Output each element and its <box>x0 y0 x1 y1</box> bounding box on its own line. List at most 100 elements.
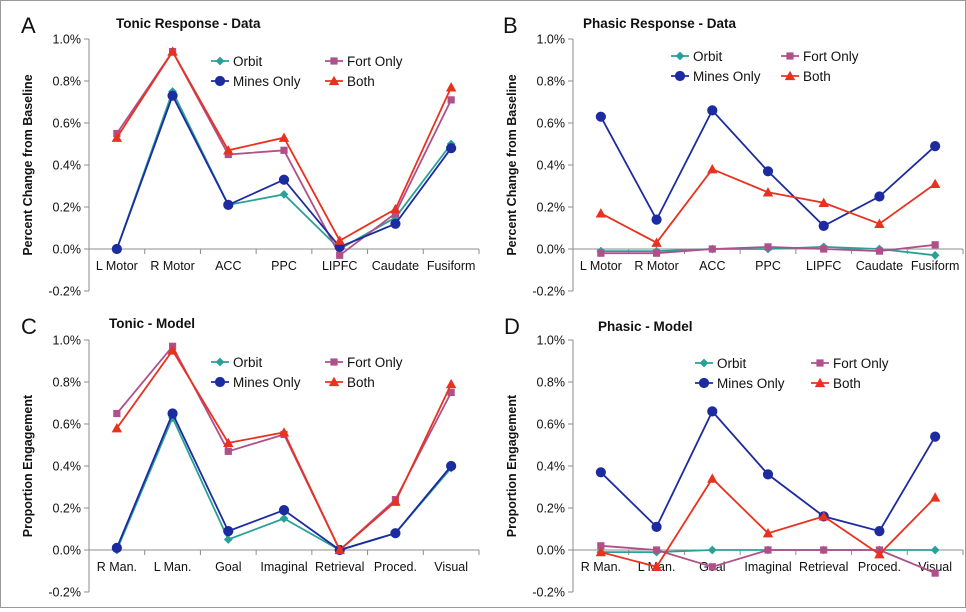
x-tick-label-acc: ACC <box>215 259 241 273</box>
data-point-both <box>278 132 290 142</box>
data-point-fort-only <box>224 150 232 159</box>
legend-swatch-marker <box>674 70 686 82</box>
data-point-mines-only <box>595 111 606 122</box>
series-orbit <box>112 87 456 254</box>
legend-entry-fort-only: Fort Only <box>325 355 403 370</box>
data-point-both <box>818 511 829 521</box>
legend-label: Mines Only <box>717 376 785 391</box>
data-point-both <box>167 46 178 56</box>
x-tick-label-r-motor: R Motor <box>150 259 194 273</box>
legend-swatch-marker <box>784 70 796 81</box>
panel-letter: B <box>503 13 518 38</box>
x-tick-label-l-motor: L Motor <box>96 259 138 273</box>
legend-swatch-marker <box>699 358 709 368</box>
y-tick-label: 0.8% <box>53 376 82 390</box>
y-axis-label: Proportion Engagement <box>505 394 519 537</box>
y-tick-label: 0.2% <box>53 502 82 516</box>
data-point-both <box>445 378 457 389</box>
legend-entry-mines-only: Mines Only <box>211 375 301 390</box>
series-fort-only <box>597 241 939 257</box>
legend-label: Fort Only <box>347 54 403 69</box>
legend-entry-fort-only: Fort Only <box>325 54 403 69</box>
legend-label: Orbit <box>233 355 263 370</box>
data-point-both <box>651 561 662 571</box>
y-tick-label: 0.2% <box>53 201 82 215</box>
series-mines-only <box>595 406 941 537</box>
data-point-both <box>595 546 607 557</box>
chart-title: Phasic Response - Data <box>583 16 737 31</box>
x-tick-label-r-man: R Man. <box>581 560 621 574</box>
x-tick-label-fusiform: Fusiform <box>911 259 960 273</box>
series-mines-only <box>111 408 457 556</box>
legend-label: Mines Only <box>693 69 761 84</box>
legend-label: Fort Only <box>833 356 889 371</box>
data-point-both <box>929 492 941 502</box>
data-point-mines-only <box>446 460 457 472</box>
legend-swatch-marker <box>328 376 340 387</box>
legend: Orbit Fort Only Mines Only Both <box>211 54 403 89</box>
legend-label: Both <box>803 69 831 84</box>
data-point-mines-only <box>390 218 401 229</box>
chart-title: Phasic - Model <box>598 319 693 334</box>
x-tick-label-imaginal: Imaginal <box>744 560 791 574</box>
data-point-mines-only <box>930 141 941 152</box>
x-tick-label-ppc: PPC <box>755 259 781 273</box>
x-tick-label-caudate: Caudate <box>856 259 903 273</box>
legend-label: Orbit <box>717 356 747 371</box>
data-point-fort-only <box>652 546 661 554</box>
chart-title: Tonic Response - Data <box>116 16 261 31</box>
legend: Orbit Fort Only Mines Only Both <box>671 49 859 84</box>
legend-swatch-marker <box>328 75 340 86</box>
data-point-both <box>223 437 234 448</box>
series-both <box>111 345 457 555</box>
legend-entry-fort-only: Fort Only <box>811 356 889 371</box>
legend-swatch-marker <box>215 357 225 367</box>
legend-entry-orbit: Orbit <box>671 49 723 64</box>
data-point-fort-only <box>708 563 716 571</box>
data-point-orbit <box>279 514 289 523</box>
x-tick-label-r-motor: R Motor <box>634 259 678 273</box>
legend-swatch-marker <box>215 56 225 66</box>
data-point-both <box>707 473 718 483</box>
legend-entry-fort-only: Fort Only <box>781 49 859 64</box>
x-tick-label-goal: Goal <box>215 560 241 574</box>
legend-label: Fort Only <box>347 355 403 370</box>
data-point-mines-only <box>762 166 774 177</box>
data-point-both <box>762 528 774 538</box>
legend-label: Orbit <box>233 54 263 69</box>
legend-entry-mines-only: Mines Only <box>695 376 785 391</box>
x-tick-label-retrieval: Retrieval <box>799 560 848 574</box>
legend-label: Both <box>347 375 375 390</box>
x-tick-label-lipfc: LIPFC <box>322 259 357 273</box>
data-point-both <box>334 235 345 245</box>
y-tick-label: 0.4% <box>537 460 566 474</box>
x-tick-label-lipfc: LIPFC <box>806 259 841 273</box>
panel-letter: D <box>504 314 520 339</box>
y-tick-label: 0.6% <box>53 418 82 432</box>
y-tick-label: -0.2% <box>48 586 81 600</box>
x-tick-label-r-man: R Man. <box>97 560 137 574</box>
y-tick-label: 0.0% <box>537 544 566 558</box>
data-point-orbit <box>279 190 289 199</box>
legend-entry-orbit: Orbit <box>211 54 263 69</box>
panel-a: A Tonic Response - Data Percent Change fro… <box>21 13 480 299</box>
y-tick-label: 0.2% <box>537 201 566 215</box>
data-point-both <box>874 549 885 559</box>
y-tick-label: 0.4% <box>537 159 566 173</box>
series-line-orbit <box>116 89 452 251</box>
x-tick-label-imaginal: Imaginal <box>260 560 307 574</box>
legend-swatch-marker <box>698 377 710 389</box>
chart-title: Tonic - Model <box>109 316 195 331</box>
data-point-mines-only <box>874 191 885 202</box>
data-point-mines-only <box>762 469 774 480</box>
data-point-fort-only <box>597 249 605 257</box>
legend-entry-orbit: Orbit <box>695 356 747 371</box>
data-point-fort-only <box>597 542 605 550</box>
legend-label: Mines Only <box>233 375 301 390</box>
data-point-fort-only <box>708 245 716 253</box>
y-tick-label: 0.8% <box>537 75 566 89</box>
y-tick-label: 0.4% <box>53 460 82 474</box>
series-line-both <box>600 168 936 244</box>
data-point-both <box>223 145 234 155</box>
x-tick-label-retrieval: Retrieval <box>315 560 364 574</box>
